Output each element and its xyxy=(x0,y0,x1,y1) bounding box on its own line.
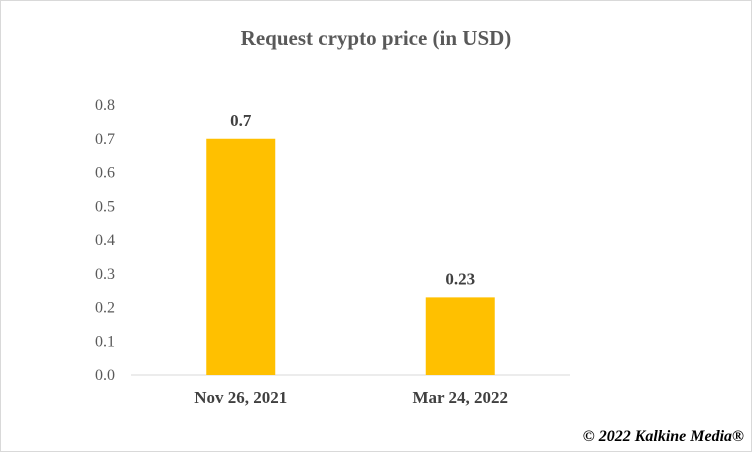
bar xyxy=(425,297,495,375)
y-tick-label: 0.0 xyxy=(95,367,115,384)
y-tick-label: 0.5 xyxy=(95,198,115,215)
bar xyxy=(206,138,276,375)
y-tick-label: 0.1 xyxy=(95,333,115,350)
y-tick-label: 0.6 xyxy=(95,165,115,182)
x-tick-label: Nov 26, 2021 xyxy=(194,388,287,407)
y-tick-label: 0.7 xyxy=(95,131,115,148)
y-tick-label: 0.4 xyxy=(95,232,115,249)
data-label: 0.7 xyxy=(230,111,252,130)
x-tick-label: Mar 24, 2022 xyxy=(412,388,508,407)
y-tick-label: 0.2 xyxy=(95,300,115,317)
y-tick-label: 0.3 xyxy=(95,266,115,283)
chart-title: Request crypto price (in USD) xyxy=(240,26,512,50)
copyright-notice: © 2022 Kalkine Media® xyxy=(582,428,744,445)
data-label: 0.23 xyxy=(445,269,475,288)
y-tick-label: 0.8 xyxy=(95,97,115,114)
